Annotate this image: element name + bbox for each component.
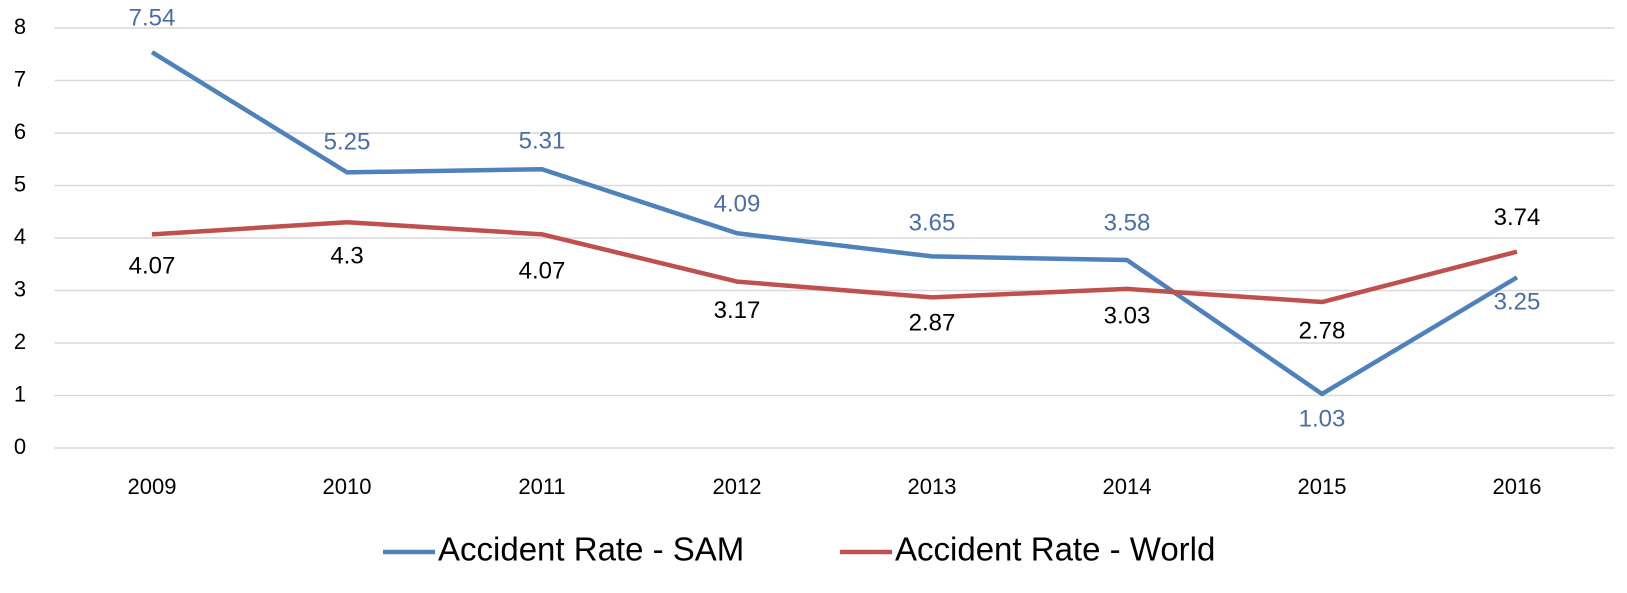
y-tick-label: 6 [14, 119, 26, 144]
y-tick-label: 2 [14, 329, 26, 354]
data-label: 4.07 [129, 253, 176, 280]
y-tick-label: 4 [14, 224, 26, 249]
data-label: 2.78 [1299, 317, 1346, 344]
series-line [151, 220, 1518, 305]
x-tick-label: 2009 [128, 474, 177, 499]
y-tick-label: 1 [14, 381, 26, 406]
y-tick-label: 3 [14, 276, 26, 301]
x-tick-label: 2014 [1103, 474, 1152, 499]
x-tick-label: 2010 [323, 474, 372, 499]
legend-label: Accident Rate - SAM [438, 531, 744, 568]
y-tick-label: 8 [14, 14, 26, 39]
series-line [150, 50, 1519, 397]
x-tick-label: 2015 [1298, 474, 1347, 499]
x-tick-label: 2012 [713, 474, 762, 499]
data-label: 4.09 [714, 191, 761, 218]
y-tick-label: 5 [14, 171, 26, 196]
legend-label: Accident Rate - World [895, 531, 1215, 568]
x-tick-label: 2011 [518, 474, 565, 499]
data-label: 3.74 [1494, 204, 1541, 231]
data-label: 4.07 [519, 258, 566, 285]
data-label: 2.87 [909, 310, 956, 337]
data-label: 1.03 [1299, 405, 1346, 432]
data-label: 7.54 [129, 4, 176, 31]
data-label: 3.25 [1494, 289, 1541, 316]
data-label: 3.58 [1104, 209, 1151, 236]
data-label: 3.17 [714, 297, 761, 324]
x-tick-label: 2016 [1493, 474, 1542, 499]
x-tick-label: 2013 [908, 474, 957, 499]
y-tick-label: 0 [14, 434, 26, 459]
data-label: 5.31 [519, 128, 566, 155]
data-label: 4.3 [330, 243, 363, 270]
data-label: 3.03 [1104, 302, 1151, 329]
y-tick-label: 7 [14, 66, 26, 91]
data-label: 5.25 [324, 129, 371, 156]
data-label: 3.65 [909, 210, 956, 237]
